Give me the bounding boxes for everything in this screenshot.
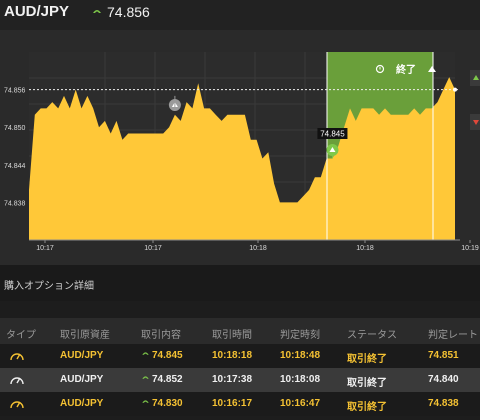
up-arrow-icon [473,75,479,80]
rate-cell: 74.851 [428,350,459,361]
column-header: 判定レート [428,330,478,341]
price-area [29,77,455,240]
x-tick-label: 10:18 [356,245,374,252]
pair-title: AUD/JPY [4,3,70,20]
asset-cell: AUD/JPY [60,350,104,361]
content-value: 74.830 [152,398,183,409]
column-header: 判定時刻 [280,330,320,341]
period-label: 終了 [396,63,416,76]
status-cell: 取引終了 [347,402,387,413]
judge-time-cell: 10:18:48 [280,350,321,361]
marker-label: 74.845 [320,130,345,139]
gauge-icon [10,377,24,385]
content-value: 74.845 [152,350,183,361]
time-cell: 10:17:38 [212,374,253,385]
column-header: ステータス [347,330,397,341]
table-header: タイプ 取引原資産 取引内容 取引時間 判定時刻 ステータス 判定レート [0,318,480,344]
column-header: 取引時間 [212,330,252,341]
header-bar: AUD/JPY 74.856 [0,0,480,30]
last-price-dot [453,87,457,92]
asset-cell: AUD/JPY [60,398,104,409]
up-arrow-icon [329,147,336,152]
section-header: 購入オプション詳細 [0,265,480,301]
column-header: タイプ [6,330,36,341]
section-title: 購入オプション詳細 [4,281,94,292]
table-row[interactable]: AUD/JPY 74.830 10:16:17 10:16:47 取引終了 74… [0,392,480,416]
clock-icon [375,64,385,74]
rate-cell: 74.840 [428,374,459,385]
content-cell: 74.845 [141,350,183,361]
up-arrow-icon [142,352,149,355]
table-row[interactable]: AUD/JPY 74.845 10:18:18 10:18:48 取引終了 74… [0,344,480,368]
column-header: 取引原資産 [60,330,110,341]
collapse-chevron-icon [428,66,436,72]
asset-cell: AUD/JPY [60,374,104,385]
up-arrow-icon [93,10,101,13]
marker-label-box [317,128,348,139]
x-tick-label: 10:17 [144,245,162,252]
chart-svg[interactable]: 74.856 74.850 74.844 74.838 10:17 10:17 10:18 1… [0,30,480,265]
options-table: タイプ 取引原資産 取引内容 取引時間 判定時刻 ステータス 判定レート AUD… [0,318,480,416]
x-tick-label: 10:19 [461,245,479,252]
content-value: 74.852 [152,374,183,385]
x-tick-label: 10:18 [249,245,267,252]
x-tick-label: 10:17 [36,245,54,252]
up-arrow-icon [142,400,149,403]
current-price: 74.856 [107,4,150,20]
judge-time-cell: 10:16:47 [280,398,321,409]
table-row[interactable]: AUD/JPY 74.852 10:17:38 10:18:08 取引終了 74… [0,368,480,392]
time-cell: 10:16:17 [212,398,253,409]
status-cell: 取引終了 [347,354,387,365]
content-cell: 74.830 [141,398,183,409]
y-tick-label: 74.850 [4,125,26,132]
gauge-icon [10,353,24,361]
y-tick-label: 74.844 [4,163,26,170]
price-chart[interactable]: 74.856 74.850 74.844 74.838 10:17 10:17 10:18 1… [0,30,480,265]
y-tick-label: 74.856 [4,88,26,95]
down-arrow-icon [473,120,479,125]
content-cell: 74.852 [141,374,183,385]
y-tick-label: 74.838 [4,200,26,207]
gauge-icon [10,401,24,409]
rate-cell: 74.838 [428,398,459,409]
status-cell: 取引終了 [347,378,387,389]
column-header: 取引内容 [141,330,181,341]
up-arrow-icon [142,376,149,379]
judge-time-cell: 10:18:08 [280,374,321,385]
time-cell: 10:18:18 [212,350,253,361]
